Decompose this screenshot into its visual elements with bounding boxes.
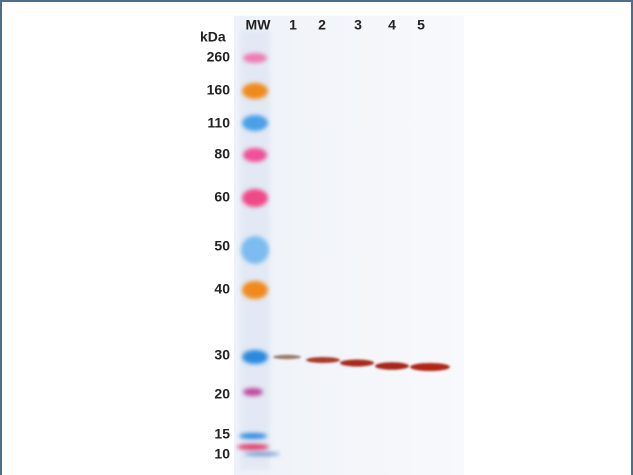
marker-label: 30 — [214, 347, 230, 363]
lane-label: MW — [246, 17, 272, 33]
marker-label: 20 — [214, 386, 230, 402]
lane-label: 2 — [318, 17, 326, 33]
gel — [234, 16, 464, 475]
marker-label: 160 — [207, 82, 231, 98]
marker-label: 50 — [214, 238, 230, 254]
lane-label: 5 — [417, 17, 425, 33]
lane-label: 3 — [354, 17, 362, 33]
marker-label: 40 — [214, 281, 230, 297]
marker-label: 80 — [214, 146, 230, 162]
sample-bands — [273, 354, 450, 371]
lane-labels: MW 1 2 3 4 5 — [246, 17, 426, 33]
marker-labels: 260 160 110 80 60 50 40 30 20 15 10 — [207, 49, 231, 462]
ladder-bands — [237, 53, 280, 456]
lane-label: 1 — [289, 17, 297, 33]
marker-label: 260 — [207, 49, 231, 65]
unit-label: kDa — [200, 29, 226, 45]
marker-label: 110 — [207, 115, 230, 131]
marker-label: 15 — [214, 426, 230, 442]
lane-label: 4 — [388, 17, 396, 33]
marker-label: 60 — [214, 189, 230, 205]
marker-label: 10 — [214, 446, 230, 462]
